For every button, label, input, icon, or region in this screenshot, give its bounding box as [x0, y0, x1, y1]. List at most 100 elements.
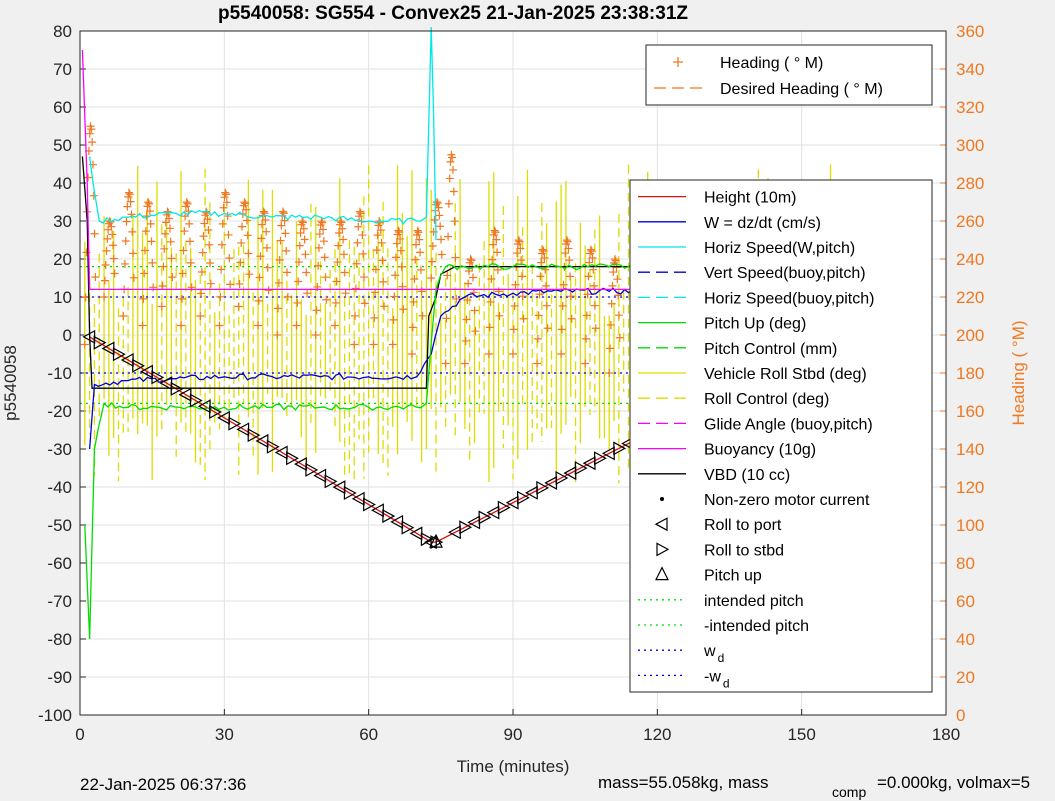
heading-marker [182, 198, 191, 207]
heading-marker [372, 246, 381, 255]
y2-tick-label: 360 [956, 22, 984, 41]
heading-marker [536, 272, 545, 281]
heading-marker [319, 237, 328, 246]
footer-mass: mass=55.058kg, mass [598, 773, 769, 792]
heading-marker [147, 237, 156, 246]
heading-marker [567, 314, 576, 323]
y-tick-label: -50 [47, 516, 72, 535]
heading-marker [351, 311, 360, 320]
heading-marker [100, 276, 109, 285]
heading-marker [340, 268, 349, 277]
roll-to-stbd-marker [286, 451, 299, 466]
heading-marker [445, 174, 454, 183]
y-tick-label: 70 [53, 60, 72, 79]
heading-marker [388, 340, 397, 349]
legend-label: Desired Heading ( ° M) [720, 81, 883, 98]
legend-swatch [654, 517, 668, 532]
heading-marker [204, 225, 213, 234]
heading-marker [533, 359, 542, 368]
heading-marker [514, 236, 523, 245]
heading-marker [274, 304, 283, 313]
heading-marker [341, 289, 350, 298]
legend-item: Glide Angle (buoy,pitch) [638, 416, 873, 433]
heading-marker [276, 236, 285, 245]
heading-marker [542, 301, 551, 310]
legend-item: Vert Speed(buoy,pitch) [638, 265, 866, 282]
heading-marker [538, 245, 547, 254]
heading-marker [335, 228, 344, 237]
heading-marker [466, 255, 475, 264]
roll-to-stbd-marker [478, 510, 492, 525]
heading-marker [581, 359, 590, 368]
heading-marker [446, 157, 455, 166]
heading-marker [416, 265, 425, 274]
heading-marker [436, 222, 445, 231]
heading-marker [444, 199, 453, 208]
legend-label: -intended pitch [704, 618, 809, 635]
heading-marker [244, 249, 253, 258]
heading-marker [590, 281, 599, 290]
heading-marker [410, 275, 419, 284]
heading-marker [566, 272, 575, 281]
x-axis-label: Time (minutes) [457, 757, 570, 776]
heading-marker [264, 286, 273, 295]
heading-marker [197, 267, 206, 276]
heading-marker [84, 173, 93, 182]
heading-marker [318, 218, 327, 227]
heading-marker [261, 215, 270, 224]
heading-marker [139, 294, 148, 303]
series-horiz-speed-w-pitch- [88, 27, 437, 241]
y-tick-label: 20 [53, 250, 72, 269]
roll-to-stbd-marker [266, 439, 280, 454]
heading-marker [495, 311, 504, 320]
heading-marker [294, 277, 303, 286]
heading-marker [462, 315, 471, 324]
roll-to-stbd-marker [382, 509, 396, 524]
heading-marker [87, 125, 96, 134]
legend-item: Heading ( ° M) [673, 55, 823, 72]
heading-marker [489, 240, 498, 249]
heading-marker [311, 331, 320, 339]
heading-marker [199, 232, 208, 241]
heading-marker [582, 311, 591, 320]
y-tick-label: 0 [63, 326, 72, 345]
heading-marker [358, 231, 367, 240]
heading-marker [428, 257, 437, 266]
heading-marker [350, 340, 359, 349]
heading-marker [322, 295, 331, 304]
heading-marker [487, 275, 496, 284]
y-tick-label: -70 [47, 592, 72, 611]
heading-marker [561, 249, 570, 258]
y2-tick-label: 100 [956, 516, 984, 535]
y2-tick-label: 260 [956, 212, 984, 231]
legend-box [629, 179, 933, 693]
heading-marker [218, 219, 227, 228]
heading-marker [177, 321, 186, 330]
heading-marker [369, 340, 378, 349]
heading-marker [241, 199, 250, 208]
y2-tick-label: 40 [956, 630, 975, 649]
roll-to-stbd-marker [305, 462, 319, 477]
heading-marker [581, 334, 590, 343]
heading-marker [283, 292, 292, 301]
roll-to-stbd-marker [497, 500, 511, 515]
heading-marker [486, 297, 495, 306]
roll-to-stbd-marker [555, 470, 569, 486]
heading-marker [607, 299, 616, 308]
heading-marker [379, 277, 388, 286]
heading-marker [186, 258, 195, 267]
heading-marker [517, 256, 526, 265]
x-tick-label: 150 [787, 725, 815, 744]
legend-label: Horiz Speed(W,pitch) [704, 240, 855, 257]
heading-marker [223, 212, 232, 221]
legend-item: Pitch Control (mm) [638, 341, 837, 358]
heading-marker [461, 336, 470, 345]
heading-marker [157, 302, 166, 311]
roll-to-stbd-marker [170, 381, 184, 396]
heading-marker [491, 228, 500, 237]
roll-to-stbd-marker [324, 474, 338, 489]
legend-label: Buoyancy (10g) [704, 442, 816, 459]
y2-axis: 3603403203002802602402202001801601401201… [940, 22, 984, 725]
footer-volmax: =0.000kg, volmax=5 [877, 773, 1030, 792]
